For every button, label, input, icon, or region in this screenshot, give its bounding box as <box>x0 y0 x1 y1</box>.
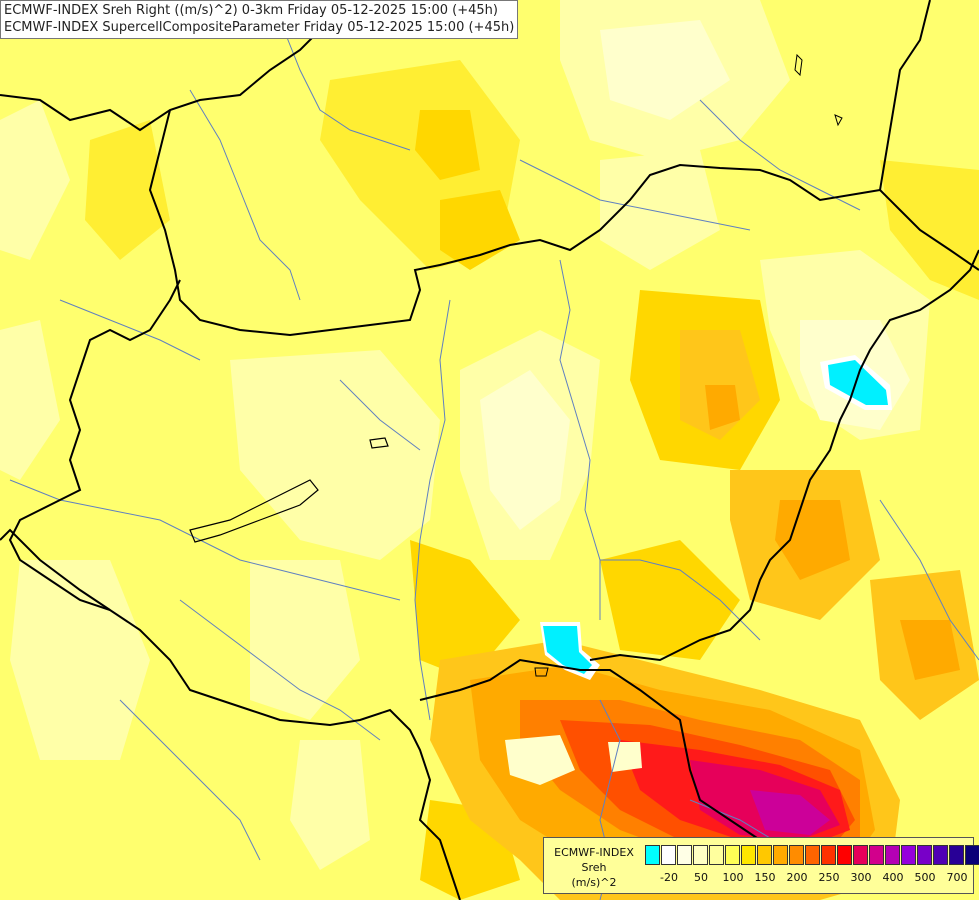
legend-swatch <box>725 845 740 865</box>
legend-swatch <box>885 845 900 865</box>
legend-swatch <box>837 845 852 865</box>
legend-tick-label: 50 <box>694 871 708 884</box>
legend-swatch <box>933 845 948 865</box>
legend-title: ECMWF-INDEX Sreh (m/s)^2 <box>544 845 644 890</box>
legend-tick-label: -20 <box>660 871 678 884</box>
legend-tick-label: 250 <box>818 871 840 884</box>
legend-swatch <box>741 845 756 865</box>
color-legend: ECMWF-INDEX Sreh (m/s)^2 -20 50 100 150 200 2… <box>543 837 979 894</box>
legend-swatch <box>901 845 916 865</box>
legend-swatches <box>645 845 979 865</box>
legend-swatch <box>661 845 676 865</box>
minor-islands <box>534 53 843 677</box>
legend-tick-label: 700 <box>946 871 968 884</box>
legend-swatch <box>853 845 868 865</box>
legend-swatch <box>693 845 708 865</box>
legend-tick-label: 100 <box>722 871 744 884</box>
legend-swatch <box>917 845 932 865</box>
lakes <box>189 437 389 543</box>
legend-tick-label: 150 <box>754 871 776 884</box>
high-value-shading <box>430 640 900 900</box>
legend-swatch <box>677 845 692 865</box>
legend-swatch <box>645 845 660 865</box>
legend-swatch <box>965 845 979 865</box>
title-line-scp: ECMWF-INDEX SupercellCompositeParameter … <box>4 20 515 35</box>
legend-ticks: -20 50 100 150 200 250 300 400 500 700 <box>645 871 975 887</box>
legend-source: ECMWF-INDEX <box>554 846 634 859</box>
legend-swatch <box>757 845 772 865</box>
legend-swatch <box>789 845 804 865</box>
moderate-value-shading <box>85 60 979 900</box>
legend-tick-label: 200 <box>786 871 808 884</box>
map-title-box: ECMWF-INDEX Sreh Right ((m/s)^2) 0-3km F… <box>0 0 519 39</box>
legend-swatch <box>805 845 820 865</box>
legend-swatch <box>869 845 884 865</box>
legend-swatch <box>821 845 836 865</box>
legend-tick-label: 300 <box>850 871 872 884</box>
legend-tick-label: 400 <box>882 871 904 884</box>
title-line-sreh: ECMWF-INDEX Sreh Right ((m/s)^2) 0-3km F… <box>4 3 498 18</box>
legend-variable: Sreh <box>581 861 607 874</box>
legend-unit: (m/s)^2 <box>571 876 617 889</box>
legend-swatch <box>709 845 724 865</box>
legend-swatch <box>773 845 788 865</box>
legend-swatch <box>949 845 964 865</box>
rivers <box>9 19 979 900</box>
legend-tick-label: 500 <box>914 871 936 884</box>
